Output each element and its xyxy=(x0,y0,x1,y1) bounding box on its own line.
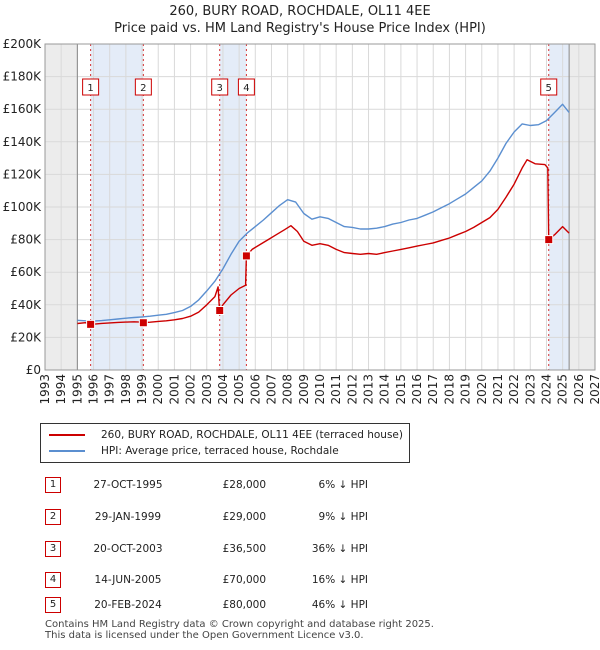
legend-label-hpi: HPI: Average price, terraced house, Roch… xyxy=(101,445,339,457)
chart-legend: 260, BURY ROAD, ROCHDALE, OL11 4EE (terr… xyxy=(40,423,410,463)
y-tick-label: £40K xyxy=(10,298,42,312)
x-tick-label: 2015 xyxy=(394,374,408,405)
y-tick-label: £100K xyxy=(3,200,43,214)
footer-copyright: Contains HM Land Registry data © Crown c… xyxy=(45,619,434,630)
transaction-price: £36,500 xyxy=(222,543,266,555)
x-tick-label: 2012 xyxy=(345,374,359,405)
y-tick-label: £160K xyxy=(3,102,43,116)
sale-number-box xyxy=(134,78,152,96)
x-tick-label: 2002 xyxy=(184,374,198,405)
x-tick-label: 2024 xyxy=(539,374,553,405)
x-tick-label: 2020 xyxy=(475,374,489,405)
x-tick-label: 2025 xyxy=(556,374,570,405)
transaction-hpi: 6% ↓ HPI xyxy=(318,479,368,491)
transaction-row: 3 20-OCT-2003 £36,500 36% ↓ HPI xyxy=(0,540,600,560)
x-tick-label: 2009 xyxy=(297,374,311,405)
x-tick-label: 1994 xyxy=(54,374,68,405)
transaction-price: £70,000 xyxy=(222,574,266,586)
transaction-row: 5 20-FEB-2024 £80,000 46% ↓ HPI xyxy=(0,596,600,616)
sale-point xyxy=(86,319,96,329)
legend-label-property: 260, BURY ROAD, ROCHDALE, OL11 4EE (terr… xyxy=(101,429,403,441)
x-tick-label: 2013 xyxy=(362,374,376,405)
transaction-date: 20-FEB-2024 xyxy=(94,599,162,611)
y-tick-label: £140K xyxy=(3,135,43,149)
transaction-row: 1 27-OCT-1995 £28,000 6% ↓ HPI xyxy=(0,476,600,496)
sale-number-box xyxy=(211,78,229,96)
transaction-date: 27-OCT-1995 xyxy=(93,479,163,491)
transaction-number: 3 xyxy=(45,541,61,557)
x-tick-label: 2027 xyxy=(588,374,600,405)
x-tick-label: 1993 xyxy=(38,374,52,405)
y-tick-label: £0 xyxy=(26,363,41,377)
transaction-price: £29,000 xyxy=(222,511,266,523)
transaction-row: 4 14-JUN-2005 £70,000 16% ↓ HPI xyxy=(0,571,600,591)
y-tick-label: £60K xyxy=(10,265,42,279)
x-tick-label: 2010 xyxy=(313,374,327,405)
transaction-date: 29-JAN-1999 xyxy=(94,511,162,523)
transaction-hpi: 9% ↓ HPI xyxy=(318,511,368,523)
sale-number-label: 1 xyxy=(87,83,93,94)
x-tick-label: 2003 xyxy=(200,374,214,405)
x-tick-label: 2026 xyxy=(572,374,586,405)
x-tick-label: 2016 xyxy=(410,374,424,405)
sale-point xyxy=(215,306,225,316)
sale-number-label: 5 xyxy=(546,83,552,94)
x-tick-label: 2006 xyxy=(248,374,262,405)
sale-number-box xyxy=(82,78,100,96)
sale-point xyxy=(138,318,148,328)
x-tick-label: 2021 xyxy=(491,374,505,405)
x-tick-label: 1999 xyxy=(135,374,149,405)
x-tick-label: 2004 xyxy=(216,374,230,405)
transaction-number: 1 xyxy=(45,477,61,493)
y-tick-label: £180K xyxy=(3,70,43,84)
legend-swatch-hpi xyxy=(49,450,85,452)
x-tick-label: 2018 xyxy=(442,374,456,405)
x-tick-label: 2001 xyxy=(167,374,181,405)
y-tick-label: £80K xyxy=(10,233,42,247)
x-tick-label: 2019 xyxy=(459,374,473,405)
sale-point xyxy=(241,251,251,261)
x-tick-label: 2005 xyxy=(232,374,246,405)
transaction-number: 5 xyxy=(45,597,61,613)
sale-number-box xyxy=(540,78,558,96)
price-chart: £0 £20K £40K £60K £80K £100K £120K £140K £160K £1… xyxy=(3,37,600,405)
transaction-hpi: 36% ↓ HPI xyxy=(311,543,368,555)
chart-subtitle: Price paid vs. HM Land Registry's House … xyxy=(114,21,486,36)
transaction-row: 2 29-JAN-1999 £29,000 9% ↓ HPI xyxy=(0,508,600,528)
sale-number-label: 2 xyxy=(140,83,146,94)
transaction-date: 20-OCT-2003 xyxy=(93,543,163,555)
x-tick-label: 2008 xyxy=(281,374,295,405)
transaction-hpi: 46% ↓ HPI xyxy=(311,599,368,611)
x-tick-label: 2023 xyxy=(523,374,537,405)
transaction-number: 4 xyxy=(45,572,61,588)
y-tick-label: £200K xyxy=(3,37,43,51)
x-tick-label: 1998 xyxy=(119,374,133,405)
chart-title: 260, BURY ROAD, ROCHDALE, OL11 4EE xyxy=(169,4,431,19)
x-tick-label: 2007 xyxy=(264,374,278,405)
footer-licence: This data is licensed under the Open Gov… xyxy=(45,630,364,641)
y-tick-label: £120K xyxy=(3,167,43,181)
x-tick-label: 2011 xyxy=(329,374,343,405)
series-line-property xyxy=(77,159,570,326)
x-tick-label: 2022 xyxy=(507,374,521,405)
x-tick-label: 2014 xyxy=(378,374,392,405)
x-tick-label: 1995 xyxy=(70,374,84,405)
x-tick-label: 1996 xyxy=(87,374,101,405)
x-tick-label: 2000 xyxy=(151,374,165,405)
transaction-price: £28,000 xyxy=(222,479,266,491)
plot-border xyxy=(44,43,596,371)
transaction-number: 2 xyxy=(45,509,61,525)
sale-number-box xyxy=(237,78,255,96)
x-tick-label: 2017 xyxy=(426,374,440,405)
x-tick-label: 1997 xyxy=(103,374,117,405)
sale-number-label: 4 xyxy=(243,83,249,94)
y-tick-label: £20K xyxy=(10,330,42,344)
sale-point xyxy=(544,235,554,245)
sale-number-label: 3 xyxy=(217,83,223,94)
series-line-hpi xyxy=(77,103,570,322)
legend-swatch-property xyxy=(49,434,85,436)
transaction-price: £80,000 xyxy=(222,599,266,611)
transaction-date: 14-JUN-2005 xyxy=(94,574,162,586)
transaction-hpi: 16% ↓ HPI xyxy=(311,574,368,586)
